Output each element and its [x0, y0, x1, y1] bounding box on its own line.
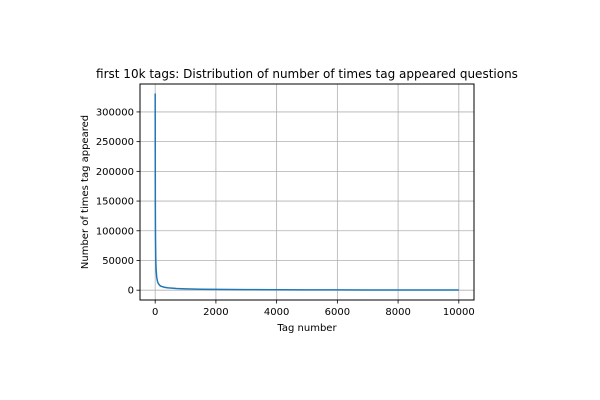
x-tick-label: 0	[152, 307, 158, 318]
series-layer	[154, 93, 459, 291]
y-tick-label: 200000	[96, 167, 134, 178]
y-tick-label: 100000	[96, 226, 134, 237]
grid	[140, 84, 474, 300]
y-tick-label: 0	[128, 286, 134, 297]
chart-title: first 10k tags: Distribution of number o…	[96, 67, 518, 81]
x-tick-label: 2000	[203, 307, 228, 318]
y-tick-label: 50000	[102, 256, 134, 267]
x-axis: 0 2000 4000 6000 8000 10000	[152, 300, 475, 318]
x-tick-label: 6000	[325, 307, 350, 318]
y-tick-label: 150000	[96, 197, 134, 208]
y-tick-label: 300000	[96, 107, 134, 118]
x-tick-label: 8000	[385, 307, 410, 318]
plot-frame	[139, 83, 475, 301]
x-tick-label: 10000	[443, 307, 475, 318]
y-axis: 0 50000 100000 150000 200000 250000 300000	[96, 107, 140, 297]
series-line	[154, 93, 459, 291]
x-tick-label: 4000	[264, 307, 289, 318]
y-tick-label: 250000	[96, 137, 134, 148]
x-axis-label: Tag number	[276, 323, 337, 334]
y-axis-label: Number of times tag appeared	[80, 115, 91, 269]
